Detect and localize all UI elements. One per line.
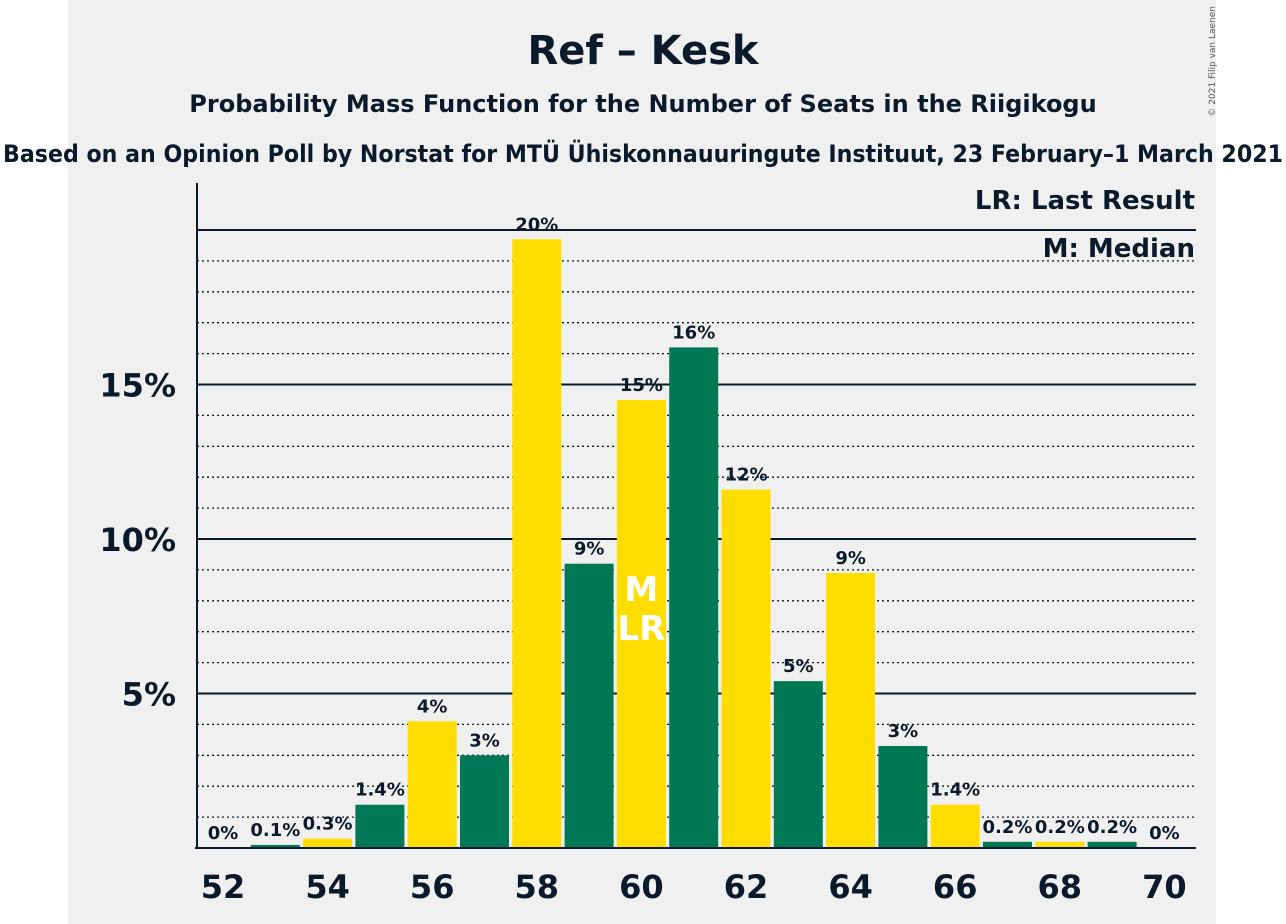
- y-tick-label: 15%: [99, 367, 176, 405]
- bar-seat-54: [303, 838, 353, 848]
- bar-seat-63: [773, 681, 823, 848]
- x-tick-label: 56: [410, 868, 455, 906]
- data-label-seat-61: 16%: [672, 322, 715, 343]
- bar-seat-69: [1087, 841, 1137, 848]
- bar-seat-61: [669, 347, 719, 848]
- x-tick-label: 52: [201, 868, 246, 906]
- last-result-marker: LR: [617, 609, 665, 649]
- data-label-seat-64: 9%: [835, 548, 866, 569]
- x-tick-label: 68: [1038, 868, 1083, 906]
- data-label-seat-57: 3%: [469, 730, 500, 751]
- bar-seat-66: [930, 804, 980, 848]
- data-label-seat-55: 1.4%: [355, 780, 405, 801]
- x-axis-ticks: 52 54 56 58 60 62 64 66 68 70: [201, 868, 1187, 906]
- data-label-seat-56: 4%: [417, 696, 448, 717]
- x-tick-label: 66: [933, 868, 978, 906]
- bar-seat-65: [878, 746, 928, 848]
- x-tick-label: 70: [1142, 868, 1187, 906]
- data-label-seat-67: 0.2%: [983, 817, 1033, 838]
- bar-seat-55: [355, 804, 405, 848]
- chart-source: Based on an Opinion Poll by Norstat for …: [3, 138, 1283, 168]
- x-tick-label: 60: [619, 868, 664, 906]
- bar-seat-59: [564, 563, 614, 848]
- data-label-seat-62: 12%: [724, 465, 767, 486]
- bar-seat-56: [407, 721, 457, 848]
- bars: [250, 239, 1137, 848]
- data-label-seat-54: 0.3%: [303, 814, 353, 835]
- x-tick-label: 62: [724, 868, 769, 906]
- legend-median: M: Median: [1043, 234, 1195, 264]
- bar-seat-67: [983, 841, 1032, 848]
- chart-subtitle: Probability Mass Function for the Number…: [189, 90, 1096, 118]
- x-tick-label: 64: [828, 868, 873, 906]
- bar-markers: MLR: [617, 570, 665, 649]
- bar-seat-57: [460, 755, 509, 848]
- x-tick-label: 58: [515, 868, 560, 906]
- legend-last-result: LR: Last Result: [975, 186, 1195, 216]
- bar-seat-58: [512, 239, 562, 848]
- data-label-seat-59: 9%: [574, 539, 605, 560]
- median-marker: M: [624, 570, 658, 610]
- data-labels: 0% 0.1% 0.3%1.4%4%3%20%9%15%16%12%5%9%3%1.…: [208, 214, 1180, 844]
- bar-seat-53: [250, 844, 300, 848]
- data-label-seat-68: 0.2%: [1035, 817, 1085, 838]
- bar-seat-64: [826, 572, 876, 848]
- x-tick-label: 54: [305, 868, 350, 906]
- y-tick-label: 10%: [99, 521, 176, 559]
- bar-seat-62: [721, 489, 771, 848]
- data-label-seat-58: 20%: [515, 214, 558, 235]
- data-label-seat-63: 5%: [783, 656, 814, 677]
- data-label-seat-69: 0.2%: [1087, 817, 1137, 838]
- copyright-note: © 2021 Filip van Laenen: [1208, 6, 1218, 117]
- data-label-seat-53: 0.1%: [250, 820, 300, 841]
- data-label-seat-70: 0%: [1149, 823, 1180, 844]
- data-label-seat-60: 15%: [620, 375, 663, 396]
- y-tick-label: 5%: [122, 676, 176, 714]
- data-label-seat-65: 3%: [888, 721, 919, 742]
- data-label-seat-52: 0%: [208, 823, 239, 844]
- bar-seat-68: [1035, 841, 1085, 848]
- data-label-seat-66: 1.4%: [930, 780, 980, 801]
- bar-seat-60: [616, 399, 666, 848]
- chart-title: Ref – Kesk: [527, 28, 759, 74]
- y-axis-ticks: 5% 10% 15%: [99, 367, 176, 714]
